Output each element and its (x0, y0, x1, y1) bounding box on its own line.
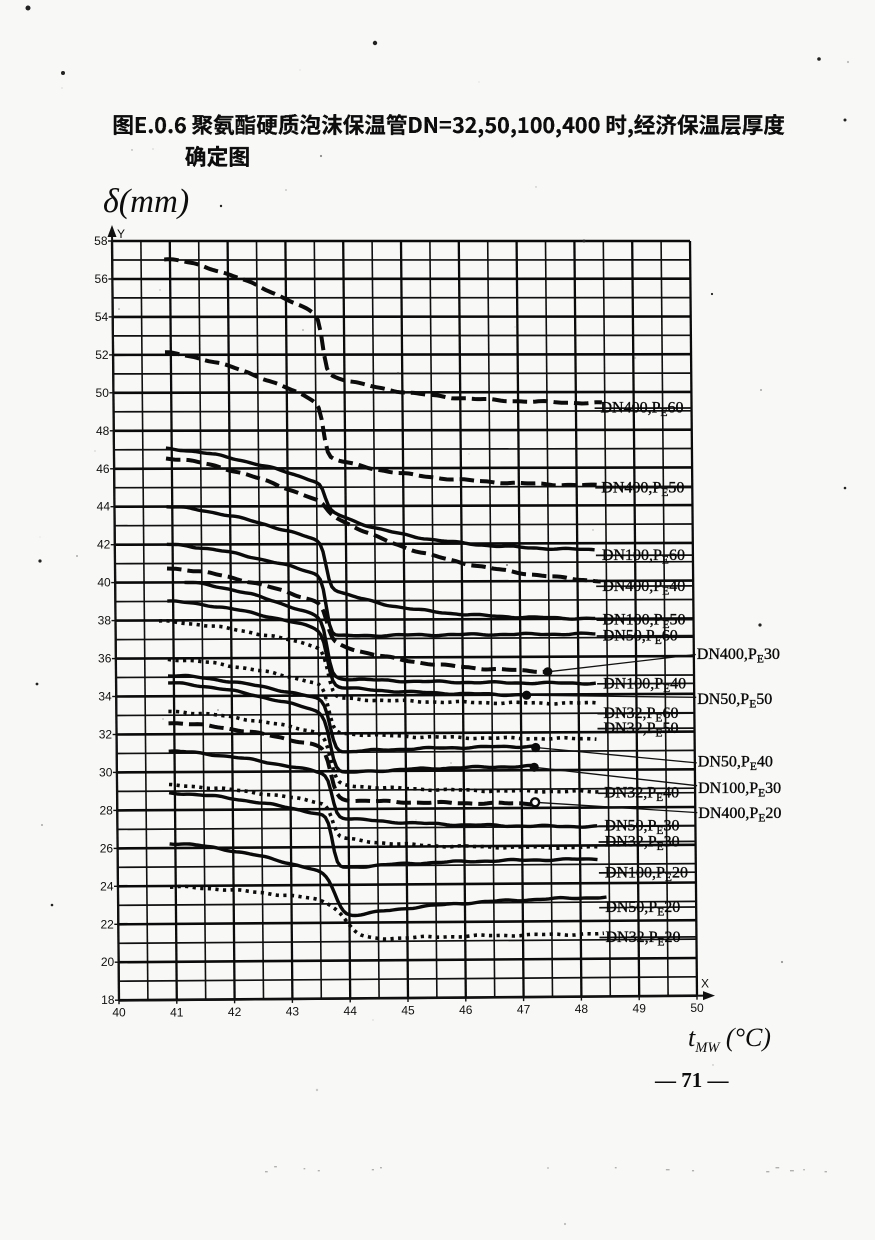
svg-text:DN100,PE20: DN100,PE20 (605, 864, 688, 884)
svg-text:56: 56 (95, 272, 109, 286)
svg-text:DN32,PE40: DN32,PE40 (604, 785, 679, 805)
svg-text:X: X (701, 977, 709, 991)
svg-text:45: 45 (401, 1004, 415, 1018)
svg-text:20: 20 (101, 955, 115, 969)
svg-text:DN400,PE60: DN400,PE60 (601, 400, 684, 420)
svg-text:Y: Y (117, 227, 125, 241)
svg-text:44: 44 (97, 500, 111, 514)
svg-text:18: 18 (101, 993, 115, 1007)
svg-text:DN400,PE40: DN400,PE40 (602, 578, 685, 598)
svg-text:DN32,PE20: DN32,PE20 (606, 929, 681, 949)
svg-text:40: 40 (97, 576, 111, 590)
svg-text:DN100,PE30: DN100,PE30 (698, 780, 781, 800)
svg-text:52: 52 (95, 348, 109, 362)
svg-text:42: 42 (97, 538, 111, 552)
svg-text:58: 58 (94, 234, 108, 248)
svg-text:DN400,PE20: DN400,PE20 (698, 805, 781, 825)
svg-text:26: 26 (100, 841, 114, 855)
svg-text:DN32,PE50: DN32,PE50 (604, 720, 679, 740)
svg-text:DN50,PE40: DN50,PE40 (698, 753, 773, 773)
svg-text:40: 40 (112, 1006, 126, 1020)
svg-text:δ(mm): δ(mm) (103, 183, 189, 220)
svg-text:38: 38 (98, 614, 112, 628)
svg-text:46: 46 (459, 1003, 473, 1017)
svg-text:36: 36 (98, 652, 112, 666)
svg-text:DN32,PE30: DN32,PE30 (605, 834, 680, 854)
svg-text:DN400,PE30: DN400,PE30 (697, 646, 780, 666)
svg-text:32: 32 (99, 728, 113, 742)
svg-text:28: 28 (99, 803, 113, 817)
svg-text:tMW (°C): tMW (°C) (688, 1023, 771, 1056)
svg-text:43: 43 (286, 1004, 300, 1018)
svg-text:50: 50 (690, 1001, 704, 1015)
svg-text:42: 42 (228, 1005, 242, 1019)
svg-text:48: 48 (575, 1002, 589, 1016)
svg-text:54: 54 (95, 310, 109, 324)
svg-text:49: 49 (633, 1002, 647, 1016)
svg-text:DN400,PE50: DN400,PE50 (601, 479, 684, 499)
svg-text:48: 48 (96, 424, 110, 438)
svg-text:41: 41 (170, 1005, 184, 1019)
svg-text:47: 47 (517, 1003, 531, 1017)
svg-text:24: 24 (100, 879, 114, 893)
svg-text:DN50,PE50: DN50,PE50 (697, 691, 772, 711)
svg-text:22: 22 (100, 917, 114, 931)
svg-text:DN50,PE60: DN50,PE60 (603, 628, 678, 648)
svg-text:46: 46 (96, 462, 110, 476)
svg-text:50: 50 (96, 386, 110, 400)
svg-text:DN100,PE40: DN100,PE40 (603, 675, 686, 695)
svg-text:DN50,PE20: DN50,PE20 (605, 899, 680, 919)
svg-text:30: 30 (99, 765, 113, 779)
svg-text:34: 34 (98, 690, 112, 704)
svg-text:DN100,PE60: DN100,PE60 (602, 547, 685, 567)
svg-text:— 71 —: — 71 — (654, 1068, 730, 1092)
svg-text:44: 44 (344, 1004, 358, 1018)
